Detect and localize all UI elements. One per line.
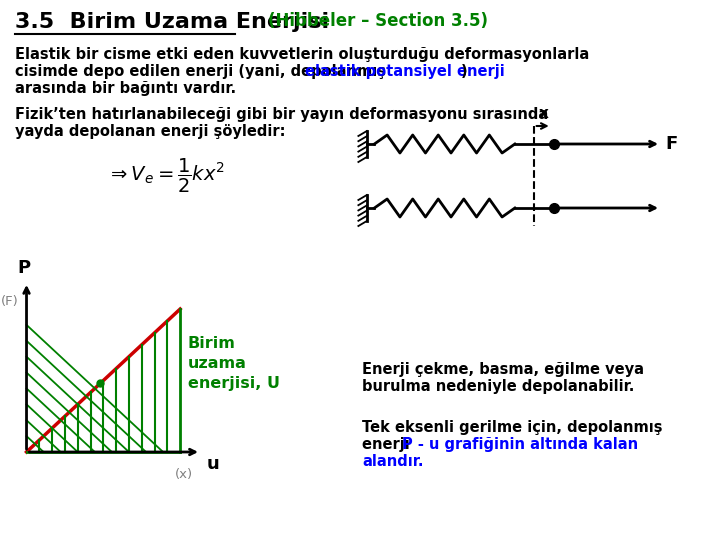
Text: Birim
uzama
enerjisi, U: Birim uzama enerjisi, U	[188, 336, 280, 390]
Text: F: F	[666, 135, 678, 153]
Text: (F): (F)	[1, 295, 19, 308]
Text: elastik potansiyel enerji: elastik potansiyel enerji	[305, 64, 505, 79]
Text: burulma nedeniyle depolanabilir.: burulma nedeniyle depolanabilir.	[362, 379, 634, 394]
Text: arasında bir bağıntı vardır.: arasında bir bağıntı vardır.	[15, 81, 236, 96]
Text: ): )	[461, 64, 468, 79]
Text: 3.5  Birim Uzama Enerjisi: 3.5 Birim Uzama Enerjisi	[15, 12, 329, 32]
Text: enerji: enerji	[362, 437, 415, 452]
Text: yayda depolanan enerji şöyledir:: yayda depolanan enerji şöyledir:	[15, 124, 286, 139]
Text: Enerji çekme, basma, eğilme veya: Enerji çekme, basma, eğilme veya	[362, 362, 644, 377]
Text: (x): (x)	[175, 468, 193, 481]
Text: P: P	[17, 259, 30, 277]
Text: Fizik’ten hatırlanabileceği gibi bir yayın deformasyonu sırasında: Fizik’ten hatırlanabileceği gibi bir yay…	[15, 107, 549, 122]
Text: Elastik bir cisme etki eden kuvvetlerin oluşturduğu deformasyonlarla: Elastik bir cisme etki eden kuvvetlerin …	[15, 47, 590, 62]
Text: x: x	[539, 106, 549, 121]
Text: (Hibbeler – Section 3.5): (Hibbeler – Section 3.5)	[268, 12, 488, 30]
Text: Tek eksenli gerilme için, depolanmış: Tek eksenli gerilme için, depolanmış	[362, 420, 662, 435]
Text: $\Rightarrow V_e = \dfrac{1}{2}kx^2$: $\Rightarrow V_e = \dfrac{1}{2}kx^2$	[107, 157, 225, 195]
Text: cisimde depo edilen enerji (yani, depolanmış: cisimde depo edilen enerji (yani, depola…	[15, 64, 392, 79]
Text: alandır.: alandır.	[362, 454, 423, 469]
Text: u: u	[207, 455, 220, 473]
Text: P - u grafiğinin altında kalan: P - u grafiğinin altında kalan	[402, 437, 638, 452]
